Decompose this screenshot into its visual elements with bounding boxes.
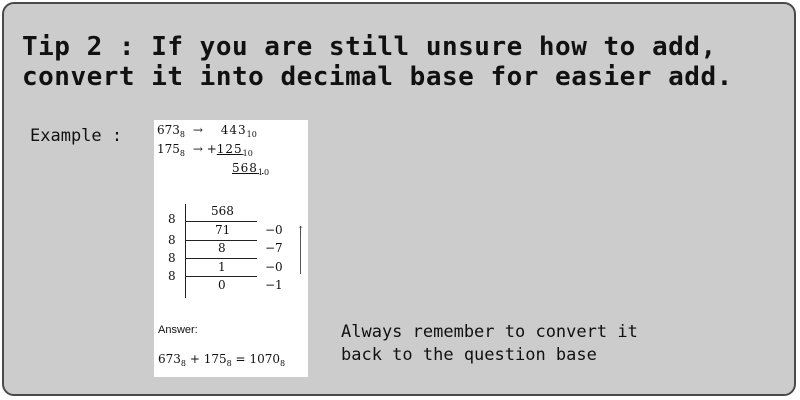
row1-arrow: → (192, 123, 203, 137)
quotient-4: 0 (218, 278, 226, 292)
answer-result-base: 8 (279, 359, 286, 368)
sum-decimal-base: 10 (257, 168, 271, 177)
conversion-row-1: 6738 → 44310 (157, 123, 257, 139)
conversion-row-2: 1758 → +12510 (157, 142, 253, 158)
remainder-2: −7 (265, 241, 283, 255)
divisor-3: 8 (168, 251, 176, 265)
arrow-up-icon: ↑ (296, 224, 306, 237)
row1-decimal-base: 10 (246, 130, 257, 139)
row1-octal-base: 8 (179, 130, 185, 139)
row2-decimal-base: 10 (242, 149, 253, 158)
row1-octal-value: 673 (157, 123, 180, 137)
division-bracket-vertical (185, 204, 186, 298)
divisor-2: 8 (168, 233, 176, 247)
tip-title: Tip 2 : If you are still unsure how to a… (22, 32, 733, 92)
sum-decimal-value: 568 (232, 161, 258, 175)
quotient-2: 8 (218, 241, 226, 255)
answer-operand-b-base: 8 (226, 359, 232, 368)
answer-operand-a-base: 8 (180, 359, 186, 368)
example-label: Example : (30, 126, 123, 146)
row2-octal-value: 175 (157, 142, 180, 156)
divisor-1: 8 (168, 212, 176, 226)
answer-equals: = (235, 352, 246, 366)
answer-plus: + (189, 352, 200, 366)
division-line-1 (185, 221, 257, 222)
division-line-4 (185, 276, 257, 277)
row2-octal-base: 8 (179, 149, 185, 158)
answer-label: Answer: (158, 324, 198, 336)
answer-equation: 6738 + 1758 = 10708 (158, 352, 285, 368)
tip-title-line-2: convert it into decimal base for easier … (22, 62, 733, 92)
row2-decimal-underlined: 12510 (216, 142, 253, 158)
reminder-line-1: Always remember to convert it (341, 322, 638, 342)
divisor-4: 8 (168, 269, 176, 283)
reminder-line-2: back to the question base (341, 345, 597, 365)
tip-card (2, 2, 796, 396)
row1-decimal-value: 443 (220, 123, 247, 137)
row2-decimal-value: 125 (216, 142, 243, 156)
quotient-1: 71 (215, 223, 231, 237)
answer-operand-b: 175 (203, 352, 227, 366)
conversion-sum: 56810 (232, 161, 270, 177)
reminder-note: Always remember to convert it back to th… (341, 321, 638, 367)
quotient-3: 1 (218, 260, 226, 274)
tip-title-line-1: Tip 2 : If you are still unsure how to a… (22, 32, 717, 62)
answer-operand-a: 673 (158, 352, 181, 366)
remainder-1: −0 (265, 223, 283, 237)
worked-example-image: 6738 → 44310 1758 → +12510 56810 8 8 8 8… (154, 120, 308, 377)
division-line-2 (185, 240, 257, 241)
row2-arrow-plus: → + (192, 142, 217, 156)
division-line-3 (185, 258, 257, 259)
remainder-4: −1 (265, 278, 283, 292)
read-upward-line (300, 234, 301, 274)
answer-result: 1070 (249, 352, 280, 366)
quotient-0: 568 (211, 204, 234, 218)
remainder-3: −0 (265, 260, 283, 274)
